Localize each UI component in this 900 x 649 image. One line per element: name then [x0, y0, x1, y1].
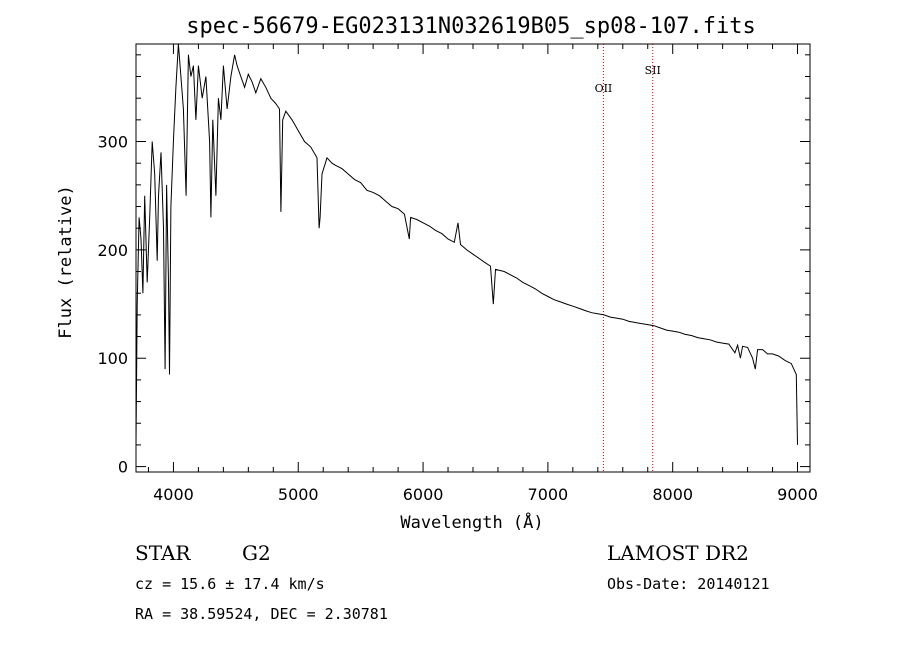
emission-line-markers: OII SII	[595, 44, 661, 472]
x-tick-label: 7000	[528, 485, 569, 504]
chart-title: spec-56679-EG023131N032619B05_sp08-107.f…	[186, 14, 756, 39]
coordinates: RA = 38.59524, DEC = 2.30781	[135, 605, 388, 623]
redshift-text: cz = 15.6 ± 17.4 km/s	[135, 575, 325, 593]
plot-frame	[135, 43, 811, 473]
object-class: STAR	[135, 541, 191, 565]
subclass: G2	[242, 541, 271, 565]
x-tick-label: 5000	[278, 485, 319, 504]
y-axis: 0 100 200 300	[97, 54, 810, 477]
spectrum-line	[136, 44, 798, 445]
x-tick-label: 9000	[777, 485, 818, 504]
obs-date: Obs-Date: 20140121	[607, 575, 770, 593]
y-tick-label: 300	[97, 133, 128, 152]
x-axis: 4000 5000 6000 7000 8000 9000	[147, 44, 818, 504]
y-axis-label: Flux (relative)	[56, 185, 76, 339]
x-tick-label: 8000	[652, 485, 693, 504]
survey-name: LAMOST DR2	[607, 541, 749, 565]
y-tick-label: 100	[97, 349, 128, 368]
x-axis-label: Wavelength (Å)	[400, 511, 543, 533]
x-tick-label: 4000	[153, 485, 194, 504]
marker-label: SII	[645, 64, 661, 77]
y-tick-label: 0	[118, 458, 128, 477]
marker-label: OII	[595, 82, 613, 95]
x-tick-label: 6000	[403, 485, 444, 504]
y-tick-label: 200	[97, 241, 128, 260]
